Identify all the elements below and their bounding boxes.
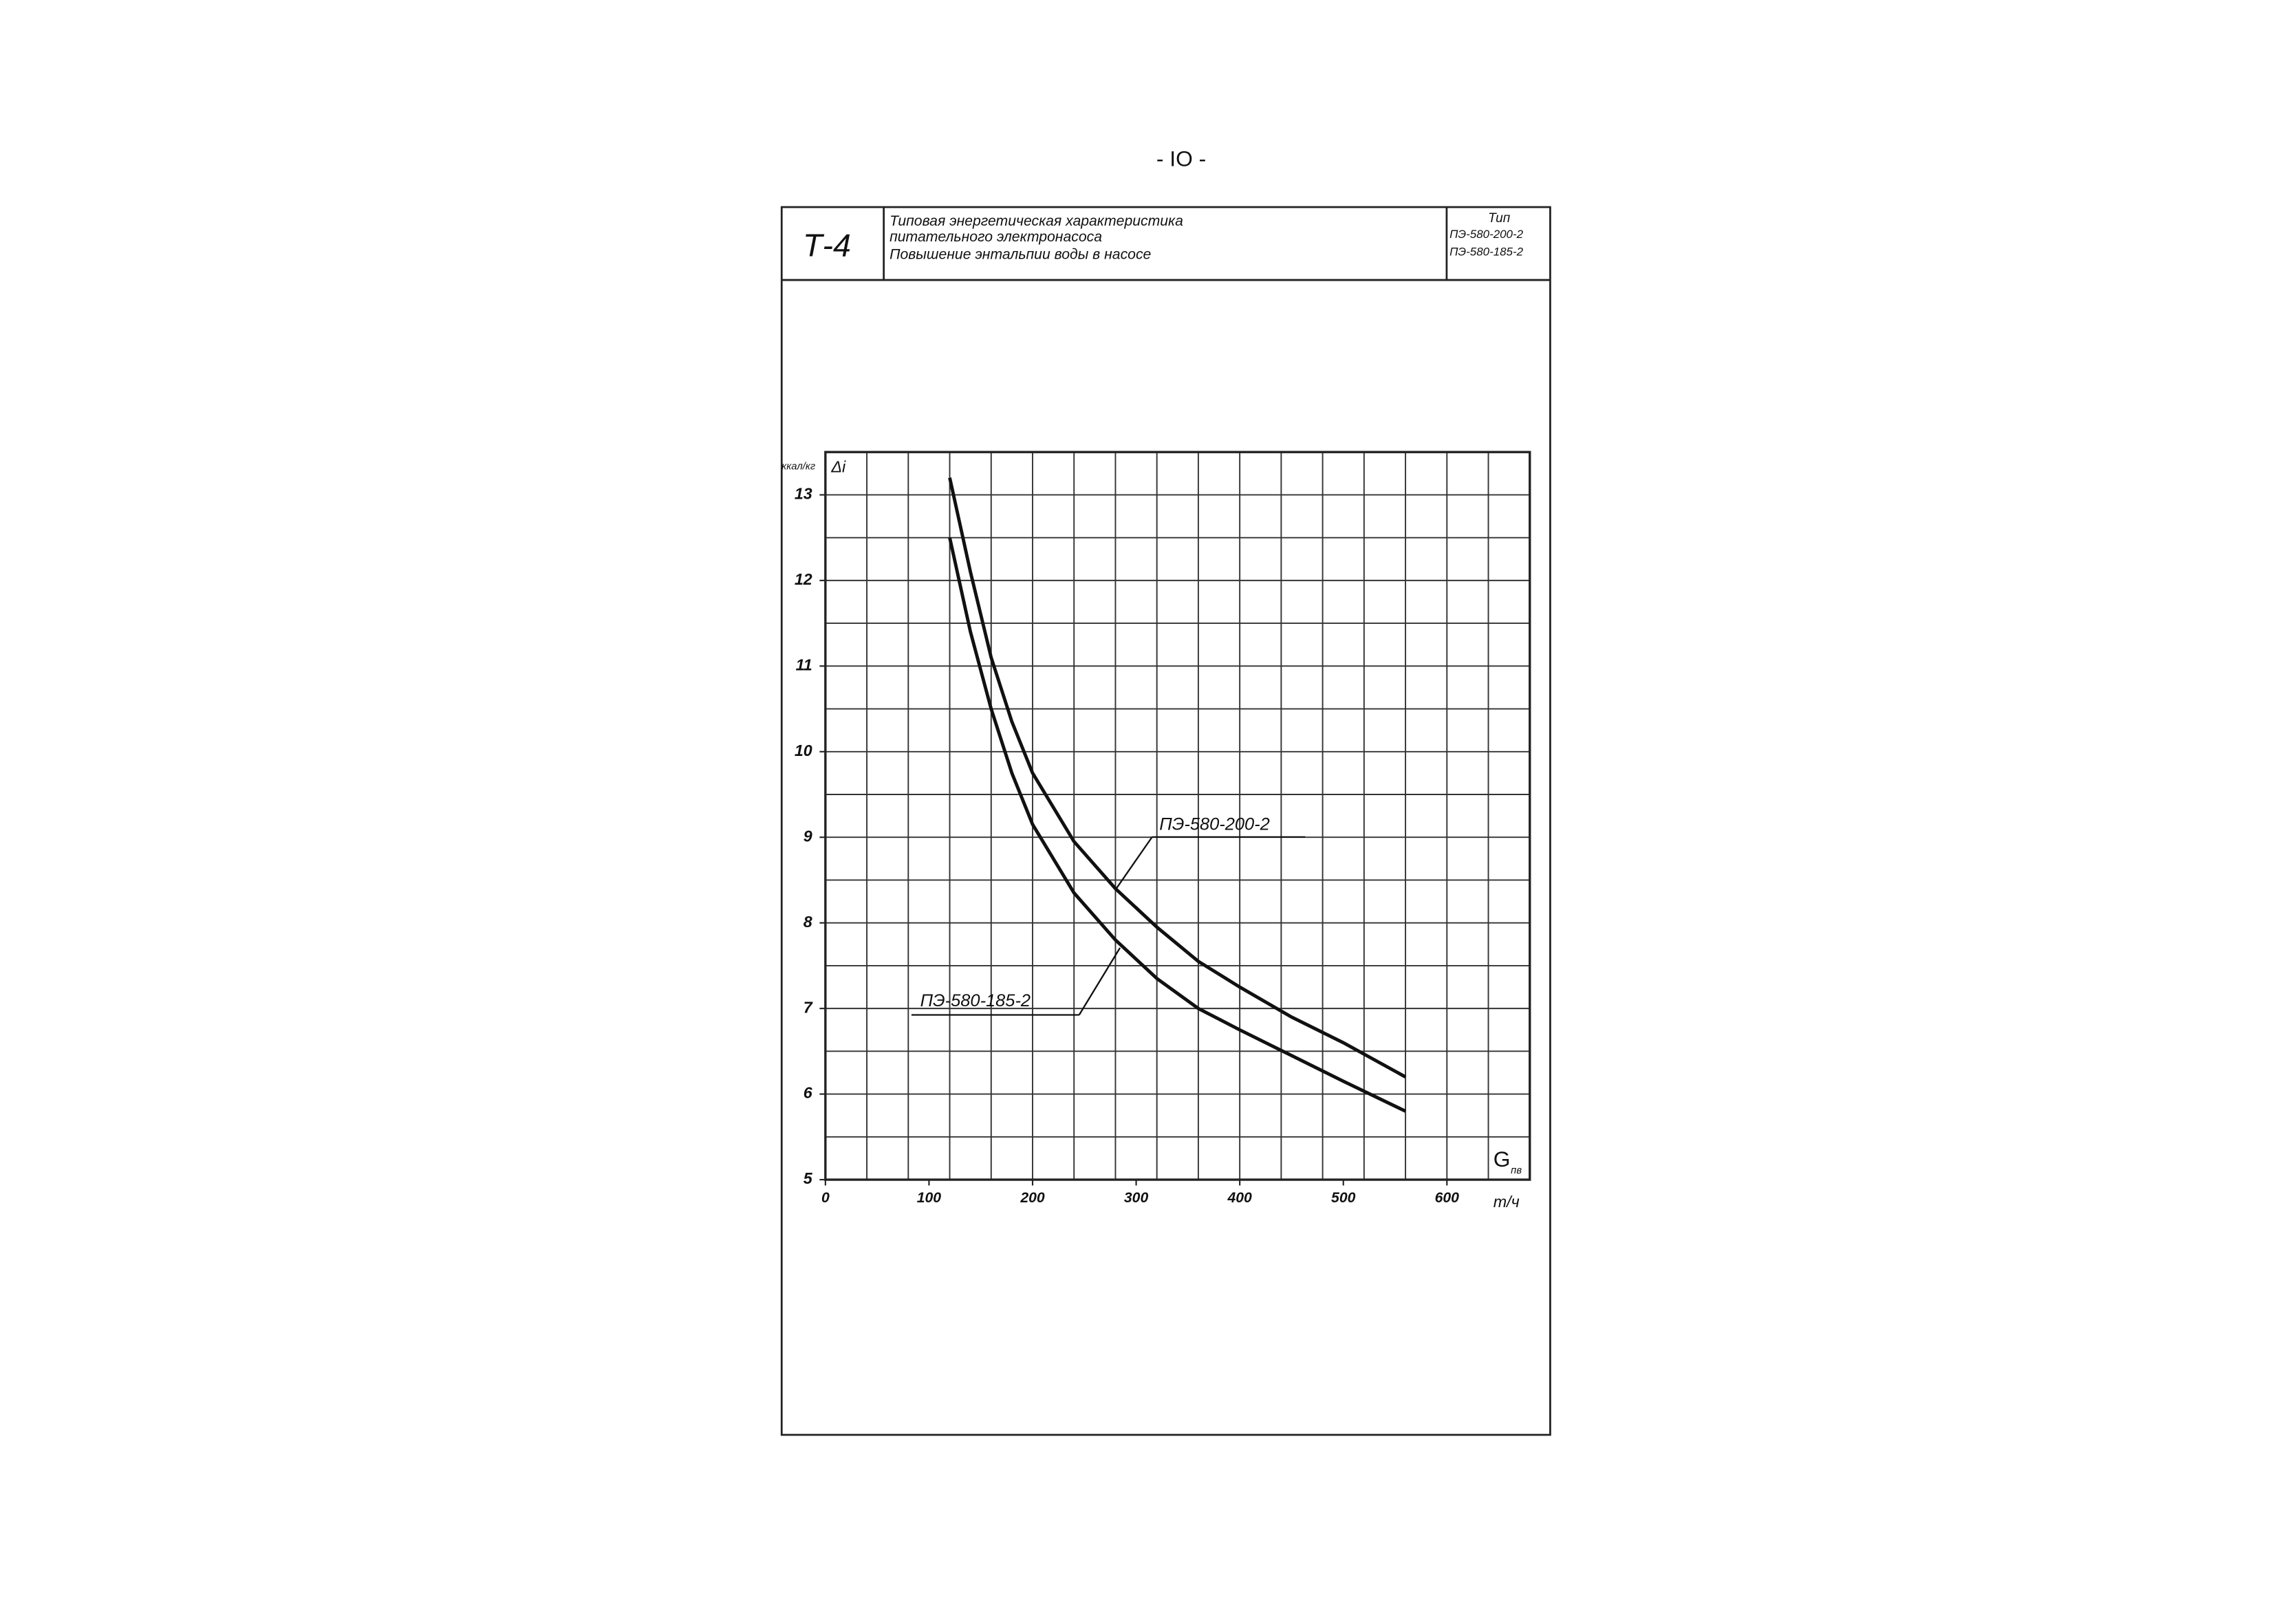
x-tick-label: 300 xyxy=(1124,1190,1149,1206)
x-tick-label: 600 xyxy=(1435,1190,1460,1206)
plot-border xyxy=(824,451,1531,1181)
x-tick-label: 500 xyxy=(1331,1190,1356,1206)
series-label: ПЭ-580-200-2 xyxy=(1159,815,1269,834)
chart: 5 6 7 8 9 10 11 12 13 0 100 200 300 400 500 600 ккал/кг Δ… xyxy=(781,451,1531,1211)
curve xyxy=(948,477,1407,1079)
x-tick-label: 200 xyxy=(1020,1190,1045,1206)
curve xyxy=(948,537,1407,1113)
x-tick-label: 400 xyxy=(1227,1190,1252,1206)
sheet-code: Т-4 xyxy=(803,228,851,263)
y-unit: ккал/кг xyxy=(781,461,815,472)
label-leader xyxy=(1114,836,1153,890)
y-tick-label: 7 xyxy=(804,998,813,1016)
y-tick-label: 8 xyxy=(804,913,812,931)
x-tick-label: 100 xyxy=(917,1190,942,1206)
y-tick-label: 10 xyxy=(795,741,812,759)
y-tick-label: 6 xyxy=(804,1084,813,1102)
type-label: Тип xyxy=(1488,211,1511,226)
type-name: ПЭ-580-185-2 xyxy=(1449,245,1523,258)
x-tick-label: 0 xyxy=(821,1190,830,1206)
x-label-sub: пв xyxy=(1511,1165,1522,1176)
y-tick-label: 13 xyxy=(795,485,812,503)
title-line: Повышение энтальпии воды в насосе xyxy=(889,247,1151,263)
y-tick-label: 5 xyxy=(804,1169,813,1187)
y-tick-label: 9 xyxy=(804,827,812,845)
title-line: Типовая энергетическая характеристика xyxy=(889,213,1183,229)
x-unit: т/ч xyxy=(1494,1193,1520,1211)
frame xyxy=(780,206,1551,1436)
y-tick-label: 11 xyxy=(796,656,812,673)
type-name: ПЭ-580-200-2 xyxy=(1449,228,1523,241)
series-label: ПЭ-580-185-2 xyxy=(920,991,1031,1010)
y-label: Δi xyxy=(830,458,846,476)
page-number: - IO - xyxy=(1156,147,1206,171)
label-leader xyxy=(1078,947,1121,1016)
title-line: питательного электронасоса xyxy=(889,229,1102,245)
y-tick-label: 12 xyxy=(795,570,812,588)
x-label: G xyxy=(1494,1147,1511,1171)
